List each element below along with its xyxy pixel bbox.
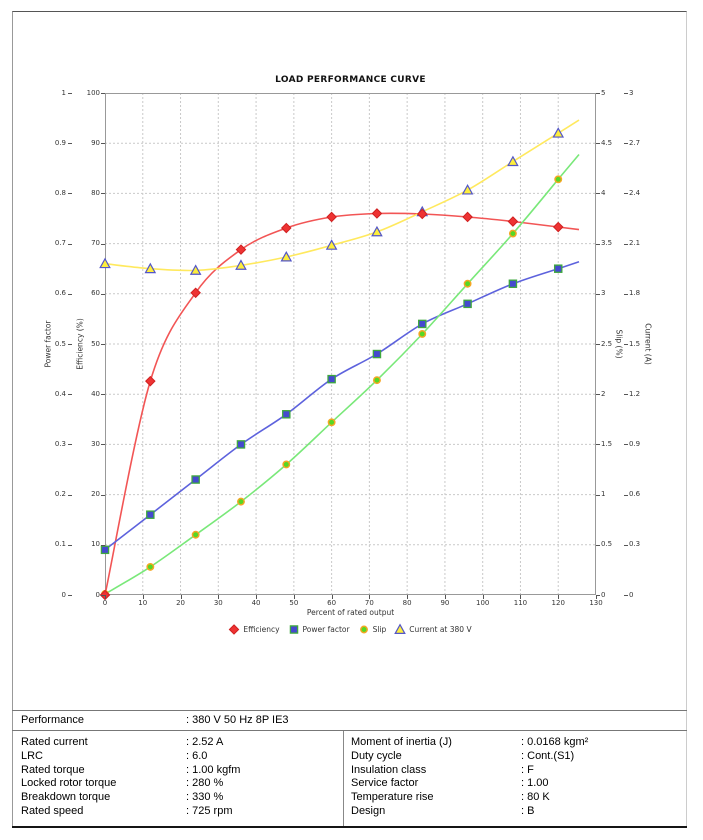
spec-label: Performance — [21, 714, 84, 726]
spec-value: : 1.00 kgfm — [186, 764, 241, 776]
marker-triangle — [371, 225, 383, 237]
marker-square — [236, 440, 246, 449]
spec-value: : 280 % — [186, 777, 224, 789]
marker-triangle — [461, 184, 474, 195]
marker-square — [282, 410, 291, 419]
spec-label: Design — [351, 805, 386, 817]
marker-circle — [237, 497, 245, 506]
marker-diamond — [552, 221, 564, 233]
legend-label: Power factor — [302, 625, 350, 634]
marker-square — [100, 545, 110, 555]
spec-value: : F — [521, 764, 534, 776]
spec-label: Rated torque — [21, 764, 85, 776]
marker-circle — [508, 229, 517, 238]
spec-value: : 330 % — [186, 791, 224, 803]
marker-diamond — [371, 208, 383, 219]
spec-value: : 1.00 — [521, 777, 549, 789]
marker-triangle — [189, 264, 202, 275]
marker-circle — [327, 418, 336, 427]
spec-value: : 0.0168 kgm² — [521, 736, 589, 748]
legend-marker-power-factor-icon — [289, 625, 298, 634]
x-axis-title: Percent of rated output — [306, 608, 395, 617]
spec-label: Breakdown torque — [21, 791, 111, 803]
spec-value: : 6.0 — [186, 750, 208, 762]
table-rule-mid — [12, 730, 687, 731]
marker-square — [372, 349, 382, 359]
marker-triangle — [144, 262, 157, 274]
marker-circle — [146, 562, 155, 571]
spec-label: Temperature rise — [351, 791, 434, 803]
chart-title: LOAD PERFORMANCE CURVE — [275, 75, 426, 85]
marker-square — [553, 264, 563, 273]
spec-value: : 725 rpm — [186, 805, 233, 817]
spec-label: Insulation class — [351, 764, 427, 776]
spec-value: : 80 K — [521, 791, 550, 803]
marker-diamond — [507, 216, 519, 227]
legend: Efficiency Power factor Slip Current at … — [60, 623, 640, 635]
legend-label: Efficiency — [243, 625, 280, 634]
marker-square — [508, 279, 518, 289]
spec-value: : Cont.(S1) — [521, 750, 575, 762]
curve-slip — [104, 153, 580, 595]
legend-label: Slip — [372, 625, 387, 634]
legend-item: Slip — [358, 624, 387, 635]
marker-diamond — [235, 244, 247, 255]
table-rule-top — [12, 710, 687, 711]
page-frame — [12, 11, 687, 827]
marker-triangle — [394, 623, 407, 634]
marker-square — [327, 374, 336, 384]
marker-diamond — [416, 208, 428, 220]
plot-area — [99, 93, 596, 601]
marker-circle — [282, 460, 291, 469]
marker-square — [463, 299, 472, 309]
marker-circle — [554, 175, 563, 184]
marker-diamond — [190, 287, 201, 299]
marker-circle — [359, 625, 368, 634]
marker-circle — [372, 376, 381, 385]
spec-label: Rated current — [21, 736, 88, 748]
marker-square — [146, 510, 155, 519]
marker-circle — [191, 530, 200, 539]
marker-triangle — [99, 257, 111, 269]
marker-circle — [463, 279, 472, 288]
marker-triangle — [325, 239, 338, 250]
marker-square — [289, 625, 298, 634]
marker-circle — [418, 330, 427, 338]
marker-triangle — [235, 259, 247, 270]
legend-item: Current at 380 V — [394, 623, 472, 635]
marker-triangle — [507, 155, 519, 167]
marker-diamond — [145, 375, 156, 387]
table-rule-bottom — [12, 826, 687, 828]
curve-efficiency — [104, 212, 580, 596]
spec-label: LRC — [21, 750, 44, 762]
spec-value: : 2.52 A — [186, 736, 224, 748]
table-column-divider — [343, 731, 344, 826]
spec-label: Rated speed — [21, 805, 84, 817]
legend-marker-slip-icon — [359, 625, 368, 634]
spec-label: Locked rotor torque — [21, 777, 117, 789]
spec-value: : B — [521, 805, 535, 817]
marker-square — [418, 319, 427, 329]
marker-diamond — [462, 211, 473, 223]
marker-square — [191, 475, 200, 484]
spec-label: Moment of inertia (J) — [351, 736, 452, 748]
marker-triangle — [280, 250, 293, 262]
legend-marker-efficiency-icon — [229, 624, 240, 635]
marker-diamond — [326, 211, 337, 223]
spec-label: Duty cycle — [351, 750, 402, 762]
spec-label: Service factor — [351, 777, 419, 789]
marker-triangle — [552, 127, 565, 138]
marker-diamond — [280, 222, 292, 234]
colon: : — [186, 714, 190, 726]
plot-border — [105, 93, 596, 595]
marker-diamond — [229, 624, 240, 635]
legend-item: Power factor — [288, 624, 350, 635]
legend-label: Current at 380 V — [409, 625, 472, 634]
spec-value: : 380 V 50 Hz 8P IE3 — [186, 714, 289, 726]
legend-item: Efficiency — [228, 624, 280, 635]
legend-marker-current-icon — [394, 623, 407, 634]
